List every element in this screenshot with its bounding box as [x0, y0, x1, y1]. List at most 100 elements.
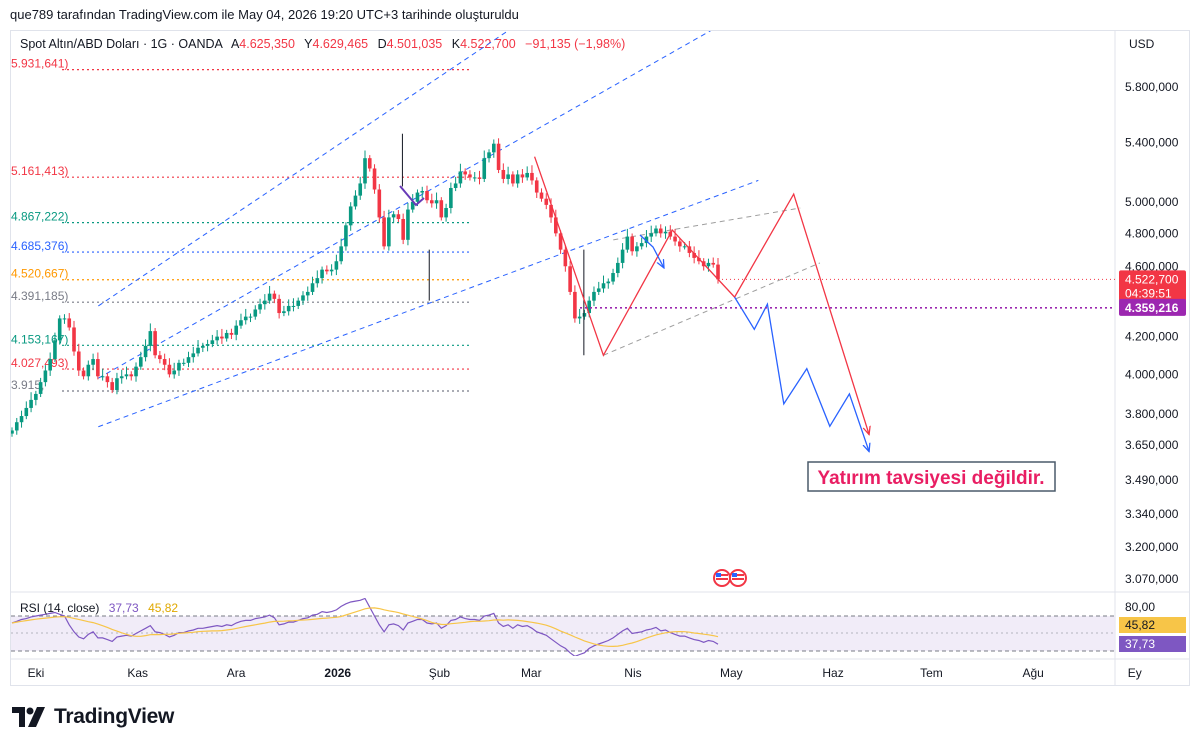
candle-body: [186, 357, 191, 363]
consolidation-line: [613, 207, 801, 241]
legend-open-value: 4.625,350: [239, 37, 295, 51]
candle-body: [119, 376, 124, 379]
candle-body: [687, 246, 692, 253]
time-tick-label: Haz: [822, 666, 843, 680]
candle-body: [363, 158, 367, 184]
annotation-box[interactable]: Yatırım tavsiyesi değildir.: [807, 461, 1056, 492]
time-axis-ticks: Eki Kas Ara 2026 Şub Mar Nis May Haz Tem Ağu Ey: [28, 666, 1142, 680]
candle-body: [291, 305, 296, 307]
candle-body: [539, 192, 544, 199]
price-channel[interactable]: [98, 0, 821, 428]
candle-body: [86, 364, 91, 377]
rsi-axis-top: 80,00: [1125, 600, 1155, 614]
candle-body: [172, 370, 176, 375]
candle-body: [215, 336, 219, 341]
candlestick-series: [11, 133, 720, 437]
consolidation-line: [603, 262, 821, 356]
candle-body: [334, 261, 339, 270]
candle-body: [57, 318, 62, 341]
candle-body: [282, 311, 286, 314]
candle-body: [501, 169, 506, 179]
candle-body: [554, 217, 558, 234]
candle-body: [177, 362, 181, 371]
tradingview-logo[interactable]: TradingView: [12, 705, 174, 729]
candle-body: [654, 228, 658, 234]
legend-symbol: Spot Altın/ABD Doları · 1G · OANDA: [20, 37, 224, 51]
candle-body: [167, 364, 172, 375]
candle-body: [482, 158, 487, 179]
candle-body: [372, 168, 377, 190]
candle-body: [243, 316, 248, 321]
time-tick-label: Nis: [624, 666, 641, 680]
red-zigzag-projection[interactable]: [533, 156, 870, 435]
channel-line: [98, 31, 712, 379]
candle-body: [706, 262, 711, 267]
candle-body: [253, 309, 258, 317]
rsi-indicator: [11, 598, 719, 656]
candle-body: [124, 374, 129, 377]
candle-body: [644, 236, 649, 244]
candle-body: [67, 318, 72, 328]
candle-body: [606, 281, 611, 284]
candle-body: [520, 174, 525, 178]
fib-level-label: 4.027,493): [11, 356, 68, 370]
channel-line: [98, 31, 509, 307]
candle-body: [439, 200, 444, 218]
candle-body: [53, 340, 57, 360]
candle-body: [530, 172, 534, 181]
fib-level-label: 5.161,413): [11, 164, 68, 178]
candle-body: [272, 293, 277, 299]
candle-body: [267, 293, 272, 301]
legend-low-label: D: [378, 37, 387, 51]
rsi-legend[interactable]: RSI (14, close) 37,73 45,82: [20, 601, 178, 615]
candle-body: [19, 416, 24, 423]
legend-open-label: A: [231, 37, 240, 51]
time-tick-label: Ağu: [1022, 666, 1043, 680]
candle-body: [534, 180, 539, 193]
time-tick-label: Tem: [920, 666, 943, 680]
us-flag-event-icon[interactable]: [713, 569, 731, 587]
time-tick-label: Eki: [28, 666, 45, 680]
candle-body: [491, 143, 496, 153]
time-tick-label: Kas: [127, 666, 148, 680]
fib-level-label: 4.867,222): [11, 210, 68, 224]
candle-body: [563, 249, 568, 267]
tradingview-logo-icon: [12, 707, 45, 727]
time-tick-label: Ara: [227, 666, 246, 680]
candle-body: [410, 201, 415, 210]
candle-body: [162, 359, 167, 365]
candle-body: [138, 357, 143, 367]
candle-body: [582, 313, 587, 317]
fibonacci-levels[interactable]: 5.931,641) 5.161,413) 4.867,222) 4.685,376)…: [11, 57, 469, 392]
candle-body: [76, 351, 81, 371]
candle-body: [81, 370, 86, 377]
price-tick-label: 4.200,000: [1125, 330, 1179, 344]
candle-body: [210, 340, 215, 345]
candle-body: [91, 359, 95, 365]
candle-body: [587, 300, 592, 314]
candle-body: [620, 249, 625, 263]
fib-level-label: 4.520,667): [11, 267, 68, 281]
candle-body: [205, 344, 210, 346]
fib-level-label: 4.391,185): [11, 289, 68, 303]
candle-body: [511, 174, 515, 184]
us-flag-event-icon[interactable]: [729, 569, 747, 587]
candle-body: [625, 236, 630, 250]
user-drawings[interactable]: [399, 156, 1115, 452]
candle-body: [396, 214, 401, 219]
svg-text:37,73: 37,73: [1125, 637, 1155, 651]
candle-body: [315, 278, 320, 284]
candle-body: [692, 252, 696, 258]
candle-body: [420, 191, 425, 193]
currency-label[interactable]: USD: [1129, 37, 1155, 51]
blue-zigzag-projection[interactable]: [734, 296, 870, 452]
candle-body: [134, 366, 138, 377]
rsi-ma-badge: 45,82: [1119, 617, 1186, 633]
candle-body: [181, 362, 186, 364]
candle-body: [649, 233, 654, 237]
candle-body: [444, 207, 448, 218]
candle-body: [277, 298, 281, 314]
support-badge: [1119, 298, 1186, 316]
blue-swing-marker: [639, 234, 664, 268]
